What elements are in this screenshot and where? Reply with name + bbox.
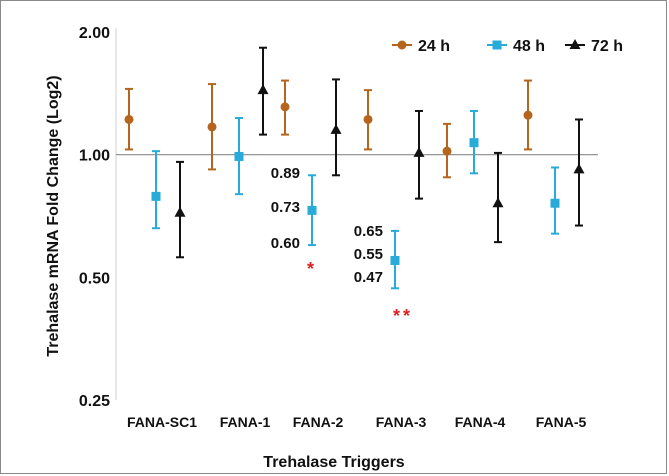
data-point-triangle (257, 84, 269, 95)
x-axis-title: Trehalase Triggers (263, 454, 405, 471)
x-tick-label: FANA-1 (220, 414, 271, 430)
data-point-square (469, 138, 479, 148)
legend-label: 48 h (513, 38, 545, 55)
data-point-triangle (174, 206, 186, 217)
annotation-value: 0.60 (271, 235, 300, 252)
data-point-circle (523, 110, 533, 120)
significance-marker: * (307, 259, 317, 279)
data-point-square (234, 151, 244, 161)
data-point-circle (207, 122, 217, 132)
legend-label: 24 h (418, 38, 450, 55)
data-point-triangle (492, 197, 504, 208)
data-point-square (550, 198, 560, 208)
data-point-square (390, 255, 400, 265)
data-point-square (307, 205, 317, 215)
x-tick-label: FANA-4 (455, 414, 506, 430)
x-tick-label: FANA-3 (376, 414, 427, 430)
data-point-circle (363, 114, 373, 124)
annotation-value: 0.89 (271, 165, 300, 182)
y-tick-label: 0.50 (79, 270, 110, 287)
annotation-value: 0.55 (354, 246, 383, 263)
legend-marker-circle (397, 40, 407, 50)
x-tick-label: FANA-2 (293, 414, 344, 430)
data-point-square (151, 191, 161, 201)
significance-marker: ** (393, 306, 413, 326)
data-point-triangle (573, 163, 585, 174)
y-tick-label: 1.00 (79, 148, 110, 165)
y-tick-label: 0.25 (79, 393, 110, 410)
annotation-value: 0.65 (354, 223, 383, 240)
x-tick-label: FANA-5 (536, 414, 587, 430)
legend-label: 72 h (591, 38, 623, 55)
data-point-circle (124, 114, 134, 124)
annotation-value: 0.47 (354, 269, 383, 286)
x-tick-label: FANA-SC1 (127, 414, 197, 430)
data-point-triangle (413, 146, 425, 157)
annotation-value: 0.73 (271, 199, 300, 216)
y-axis-title: Trehalase mRNA Fold Change (Log2) (45, 75, 62, 356)
y-tick-label: 2.00 (79, 25, 110, 42)
legend-marker-square (492, 40, 502, 50)
data-point-triangle (330, 123, 342, 134)
data-point-circle (280, 102, 290, 112)
legend-marker-triangle (569, 39, 581, 49)
data-point-circle (442, 146, 452, 156)
